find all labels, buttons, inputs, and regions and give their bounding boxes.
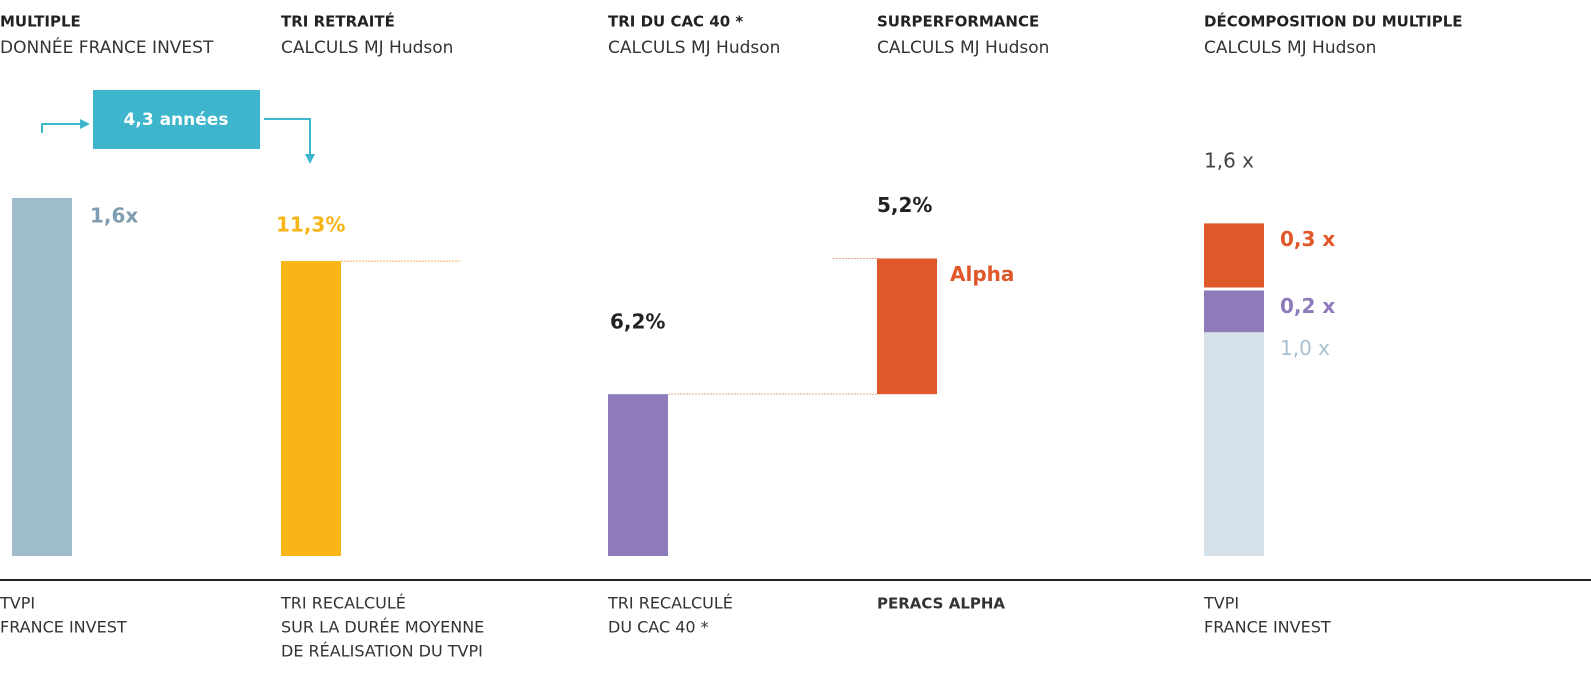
category-label: FRANCE INVEST (1204, 618, 1331, 637)
bar (12, 198, 72, 556)
total-label: 1,6 x (1204, 149, 1254, 173)
category-label: TRI RECALCULÉ (607, 594, 733, 613)
arrow-head (80, 119, 90, 129)
bar-segment (1204, 290, 1264, 333)
annotation: Alpha (950, 262, 1014, 286)
segment-label: 0,2 x (1280, 294, 1335, 318)
segment-label: 1,0 x (1280, 336, 1330, 360)
panel-subtitle: CALCULS MJ Hudson (877, 38, 1049, 58)
arrow (264, 118, 311, 156)
category-label: TRI RECALCULÉ (280, 594, 406, 613)
value-label: 1,6x (90, 204, 138, 228)
panel-title: TRI RETRAITÉ (281, 12, 395, 31)
bar-segment (1204, 223, 1264, 288)
bar (608, 394, 668, 556)
duration-box (93, 90, 260, 149)
panel-title: TRI DU CAC 40 * (608, 13, 743, 31)
category-label: DE RÉALISATION DU TVPI (281, 642, 483, 661)
panel-title: DÉCOMPOSITION DU MULTIPLE (1204, 12, 1463, 31)
panel-title: SURPERFORMANCE (877, 13, 1039, 31)
category-label: SUR LA DURÉE MOYENNE (281, 618, 484, 637)
panel-subtitle: DONNÉE FRANCE INVEST (0, 36, 214, 58)
duration-label: 4,3 années (124, 110, 229, 130)
segment-label: 0,3 x (1280, 227, 1335, 251)
duration-callout: 4,3 années (41, 90, 315, 164)
category-label: FRANCE INVEST (0, 618, 127, 637)
value-label: 6,2% (610, 310, 665, 334)
panel-subtitle: CALCULS MJ Hudson (608, 38, 780, 58)
arrow-head (305, 154, 315, 164)
bar-segment (1204, 332, 1264, 556)
bar (877, 258, 937, 395)
bar (281, 261, 341, 556)
category-label: TVPI (1203, 594, 1239, 613)
category-label: PERACS ALPHA (877, 595, 1005, 613)
panel-subtitle: CALCULS MJ Hudson (281, 38, 453, 58)
value-label: 11,3% (276, 213, 345, 237)
value-label: 5,2% (877, 193, 932, 217)
panel-subtitle: CALCULS MJ Hudson (1204, 38, 1376, 58)
panel-title: MULTIPLE (0, 13, 81, 31)
category-label: TVPI (0, 594, 35, 613)
category-label: DU CAC 40 * (608, 618, 709, 637)
arrow (41, 123, 84, 133)
